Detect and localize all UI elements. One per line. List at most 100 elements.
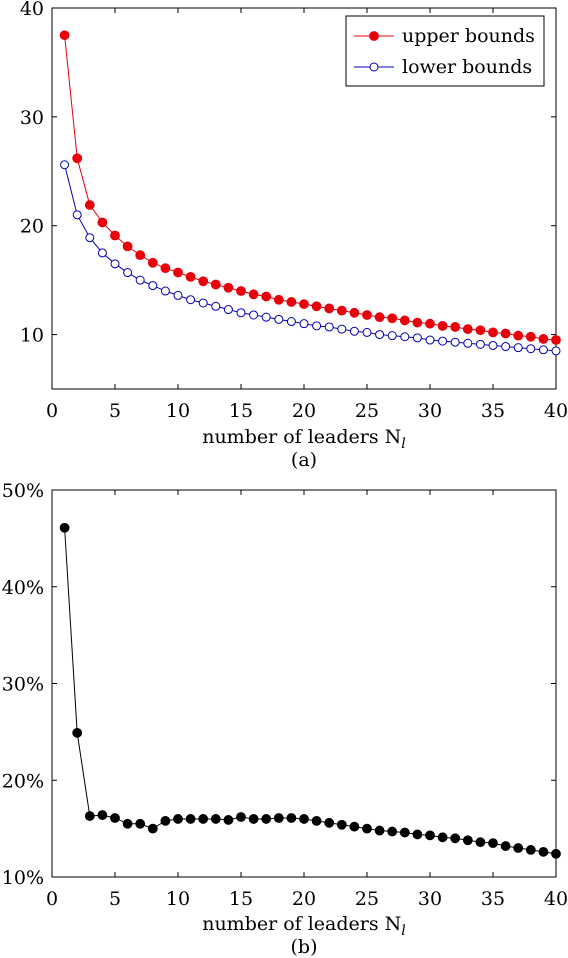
data-point xyxy=(475,325,486,336)
y-tick-label: 20% xyxy=(2,770,44,792)
data-point xyxy=(160,263,171,274)
series-line-lower-bounds xyxy=(64,164,557,352)
data-point xyxy=(185,814,196,824)
data-point xyxy=(374,312,385,323)
data-point xyxy=(261,291,272,302)
data-point xyxy=(475,837,486,848)
legend-marker xyxy=(369,31,379,41)
data-point xyxy=(223,282,234,293)
data-point xyxy=(437,320,448,331)
data-point xyxy=(198,298,208,308)
x-tick-label: 0 xyxy=(46,400,58,422)
data-point xyxy=(173,290,183,300)
chart-caption: (a) xyxy=(291,449,317,471)
data-point xyxy=(135,818,146,829)
data-point xyxy=(123,268,133,278)
data-point xyxy=(60,160,70,170)
x-tick-label: 10 xyxy=(166,400,190,422)
x-tick-label: 20 xyxy=(292,400,316,422)
data-point xyxy=(538,345,548,355)
legend-entry: upper bounds xyxy=(402,25,535,47)
x-tick-label: 40 xyxy=(544,400,568,422)
x-tick-label: 30 xyxy=(418,400,442,422)
data-point xyxy=(273,294,284,305)
x-tick-label: 25 xyxy=(355,400,379,422)
data-point xyxy=(261,312,271,322)
data-point xyxy=(210,279,221,290)
legend-entry: lower bounds xyxy=(402,56,532,78)
data-point xyxy=(526,344,536,354)
data-point xyxy=(336,819,347,830)
data-point xyxy=(336,305,347,316)
data-point xyxy=(425,830,435,841)
data-point xyxy=(97,810,108,820)
data-point xyxy=(463,338,473,348)
data-point xyxy=(399,827,410,838)
data-point xyxy=(349,326,359,336)
data-point xyxy=(286,813,297,823)
data-point xyxy=(311,301,322,312)
data-point xyxy=(513,330,524,341)
data-point xyxy=(387,826,398,837)
data-point xyxy=(551,848,561,859)
data-point xyxy=(286,317,296,327)
x-axis-label: number of leaders Nl xyxy=(202,913,406,939)
data-point xyxy=(160,815,171,826)
data-point xyxy=(450,337,460,347)
data-point xyxy=(122,818,133,829)
x-tick-label: 15 xyxy=(229,400,253,422)
data-point xyxy=(135,250,146,261)
data-point xyxy=(399,315,410,326)
data-point xyxy=(186,295,196,305)
data-point xyxy=(110,259,120,269)
data-point xyxy=(85,233,95,243)
data-point xyxy=(462,835,473,846)
data-point xyxy=(362,310,372,320)
data-point xyxy=(412,333,422,343)
data-point xyxy=(538,334,549,344)
data-point xyxy=(311,815,322,826)
series-line-main xyxy=(64,527,557,855)
data-point xyxy=(147,257,158,268)
data-point xyxy=(223,305,233,315)
data-point xyxy=(299,319,309,329)
data-point xyxy=(248,814,259,824)
data-point xyxy=(223,815,234,825)
data-point xyxy=(135,275,145,285)
x-tick-label: 25 xyxy=(355,888,379,910)
data-point xyxy=(525,331,536,342)
data-point xyxy=(324,303,335,314)
data-point xyxy=(173,267,183,278)
data-point xyxy=(513,343,523,353)
data-point xyxy=(210,814,221,824)
data-point xyxy=(450,833,461,844)
data-point xyxy=(72,153,83,164)
data-point xyxy=(110,813,120,823)
data-point xyxy=(349,307,360,318)
data-point xyxy=(59,522,70,533)
data-point xyxy=(488,327,498,338)
data-point xyxy=(513,843,524,853)
y-tick-label: 10 xyxy=(20,325,44,347)
data-point xyxy=(312,321,322,331)
data-point xyxy=(362,823,372,834)
x-axis-label: number of leaders Nl xyxy=(202,426,406,452)
data-point xyxy=(198,814,209,824)
legend-marker xyxy=(369,62,379,72)
data-point xyxy=(412,829,423,840)
series-line-upper-bounds xyxy=(64,35,557,341)
data-point xyxy=(97,248,107,258)
x-tick-label: 15 xyxy=(229,888,253,910)
data-point xyxy=(475,339,485,349)
data-point xyxy=(387,331,397,341)
data-point xyxy=(374,825,385,836)
data-point xyxy=(72,210,82,220)
data-point xyxy=(437,832,448,843)
data-point xyxy=(324,817,335,828)
data-point xyxy=(122,241,133,252)
data-point xyxy=(84,200,95,210)
data-point xyxy=(261,814,272,824)
data-point xyxy=(236,812,246,822)
data-point xyxy=(248,289,259,300)
